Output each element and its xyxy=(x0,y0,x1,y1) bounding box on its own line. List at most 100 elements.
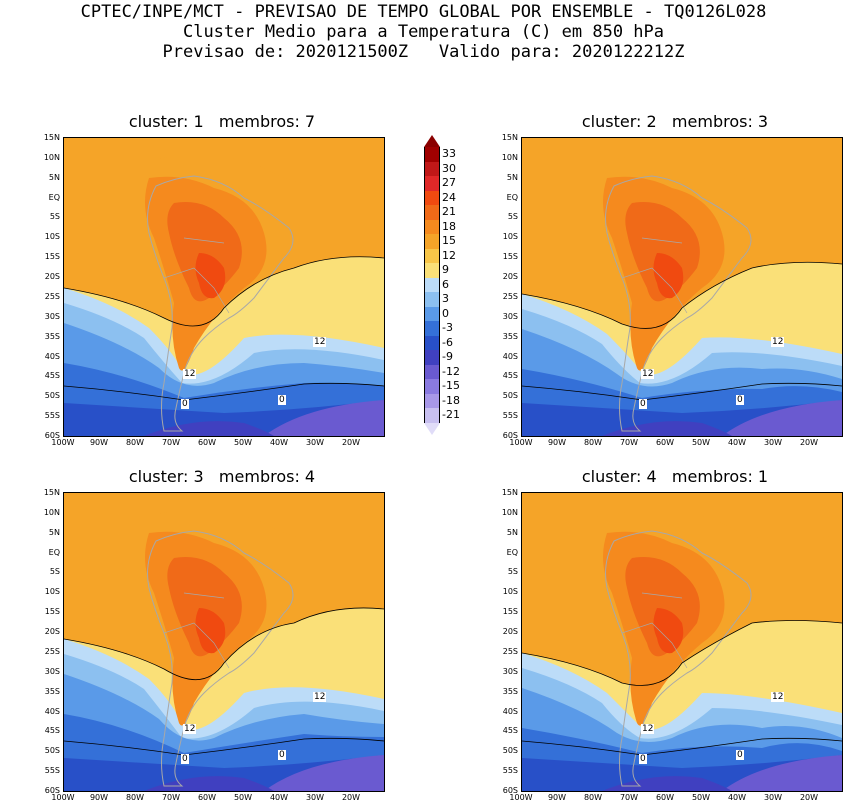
contour-label: 12 xyxy=(641,724,655,734)
lon-label: 90W xyxy=(89,438,109,447)
lat-label: 15S xyxy=(502,252,518,262)
lat-label: 60S xyxy=(502,431,518,440)
lat-label: 45S xyxy=(44,726,60,736)
lat-label: 40S xyxy=(44,351,60,361)
colorbar-label: 27 xyxy=(442,176,456,190)
colorbar-swatch xyxy=(424,321,440,336)
lat-label: 55S xyxy=(44,766,60,776)
lat-label: 15N xyxy=(43,488,60,497)
lat-label: 40S xyxy=(44,706,60,716)
panel-title-1: cluster: 1 membros: 7 xyxy=(128,112,316,131)
header-line-2: Cluster Medio para a Temperatura (C) em … xyxy=(182,22,665,42)
lat-label: 25S xyxy=(44,646,60,656)
lon-label: 20W xyxy=(799,438,819,447)
lat-label: 15N xyxy=(43,133,60,142)
contour-label: 0 xyxy=(278,395,286,405)
colorbar-top-arrow xyxy=(424,135,440,147)
colorbar-swatch xyxy=(424,335,440,350)
lat-label: 30S xyxy=(44,666,60,676)
lat-label: EQ xyxy=(506,547,518,557)
lat-label: 20S xyxy=(44,272,60,282)
lat-label: 15N xyxy=(501,133,518,142)
temperature-map-3 xyxy=(63,492,385,792)
lat-label: 30S xyxy=(44,311,60,321)
colorbar-label: -3 xyxy=(442,321,453,335)
header-line-1: CPTEC/INPE/MCT - PREVISAO DE TEMPO GLOBA… xyxy=(80,2,767,22)
colorbar-swatch xyxy=(424,292,440,307)
lon-label: 30W xyxy=(305,793,325,802)
lat-label: EQ xyxy=(48,547,60,557)
temperature-map-4 xyxy=(521,492,843,792)
colorbar-swatch xyxy=(424,408,440,423)
colorbar-swatch xyxy=(424,306,440,321)
lat-label: 15S xyxy=(44,252,60,262)
colorbar-label: -6 xyxy=(442,335,453,349)
lat-label: 10S xyxy=(502,587,518,597)
lon-label: 80W xyxy=(583,438,603,447)
colorbar-swatch xyxy=(424,234,440,249)
lat-label: 35S xyxy=(44,331,60,341)
lon-label: 50W xyxy=(233,793,253,802)
lat-label: 15S xyxy=(44,607,60,617)
lon-label: 100W xyxy=(51,793,75,802)
lon-label: 50W xyxy=(691,438,711,447)
colorbar-label: 15 xyxy=(442,234,456,248)
lat-label: 20S xyxy=(44,627,60,637)
contour-label: 12 xyxy=(641,369,655,379)
lon-label: 50W xyxy=(691,793,711,802)
header-line-3: Previsao de: 2020121500Z Valido para: 20… xyxy=(162,42,685,62)
lon-label: 40W xyxy=(269,438,289,447)
contour-label: 12 xyxy=(771,337,785,347)
lat-label: 10N xyxy=(501,152,518,162)
colorbar-label: 12 xyxy=(442,248,456,262)
temperature-map-2 xyxy=(521,137,843,437)
lat-label: 30S xyxy=(502,311,518,321)
panel-title-3: cluster: 3 membros: 4 xyxy=(128,467,316,486)
contour-label: 0 xyxy=(278,750,286,760)
lon-label: 20W xyxy=(341,793,361,802)
colorbar-swatch xyxy=(424,350,440,365)
lat-label: 5S xyxy=(507,567,518,577)
lat-label: 50S xyxy=(44,746,60,756)
temperature-map-1 xyxy=(63,137,385,437)
lat-label: 50S xyxy=(44,391,60,401)
lat-label: 45S xyxy=(502,726,518,736)
lat-label: 15N xyxy=(501,488,518,497)
lon-label: 70W xyxy=(619,793,639,802)
contour-label: 0 xyxy=(736,750,744,760)
colorbar-label: 6 xyxy=(442,277,449,291)
colorbar-label: 24 xyxy=(442,190,456,204)
colorbar-label: -21 xyxy=(442,408,460,422)
lat-label: 50S xyxy=(502,746,518,756)
lon-label: 70W xyxy=(161,793,181,802)
contour-label: 0 xyxy=(181,754,189,764)
lat-label: 60S xyxy=(502,786,518,795)
lat-label: 25S xyxy=(502,646,518,656)
lon-label: 60W xyxy=(655,793,675,802)
contour-label: 12 xyxy=(313,692,327,702)
lat-label: 25S xyxy=(44,291,60,301)
lat-label: 5N xyxy=(48,172,60,182)
lat-label: 25S xyxy=(502,291,518,301)
lon-label: 20W xyxy=(799,793,819,802)
colorbar-swatch xyxy=(424,364,440,379)
colorbar-label: 30 xyxy=(442,161,456,175)
lat-label: 10S xyxy=(44,232,60,242)
colorbar-label: -18 xyxy=(442,393,460,407)
lat-label: 60S xyxy=(44,786,60,795)
lon-label: 30W xyxy=(305,438,325,447)
lat-label: 20S xyxy=(502,272,518,282)
lat-label: 15S xyxy=(502,607,518,617)
lon-label: 40W xyxy=(727,438,747,447)
lon-label: 20W xyxy=(341,438,361,447)
colorbar-label: 3 xyxy=(442,292,449,306)
lat-label: EQ xyxy=(48,192,60,202)
lat-label: 35S xyxy=(44,686,60,696)
lat-label: 45S xyxy=(502,371,518,381)
lat-label: 10S xyxy=(44,587,60,597)
lat-label: 35S xyxy=(502,686,518,696)
lat-label: 50S xyxy=(502,391,518,401)
lon-label: 90W xyxy=(547,438,567,447)
contour-label: 12 xyxy=(771,692,785,702)
colorbar-swatch xyxy=(424,277,440,292)
